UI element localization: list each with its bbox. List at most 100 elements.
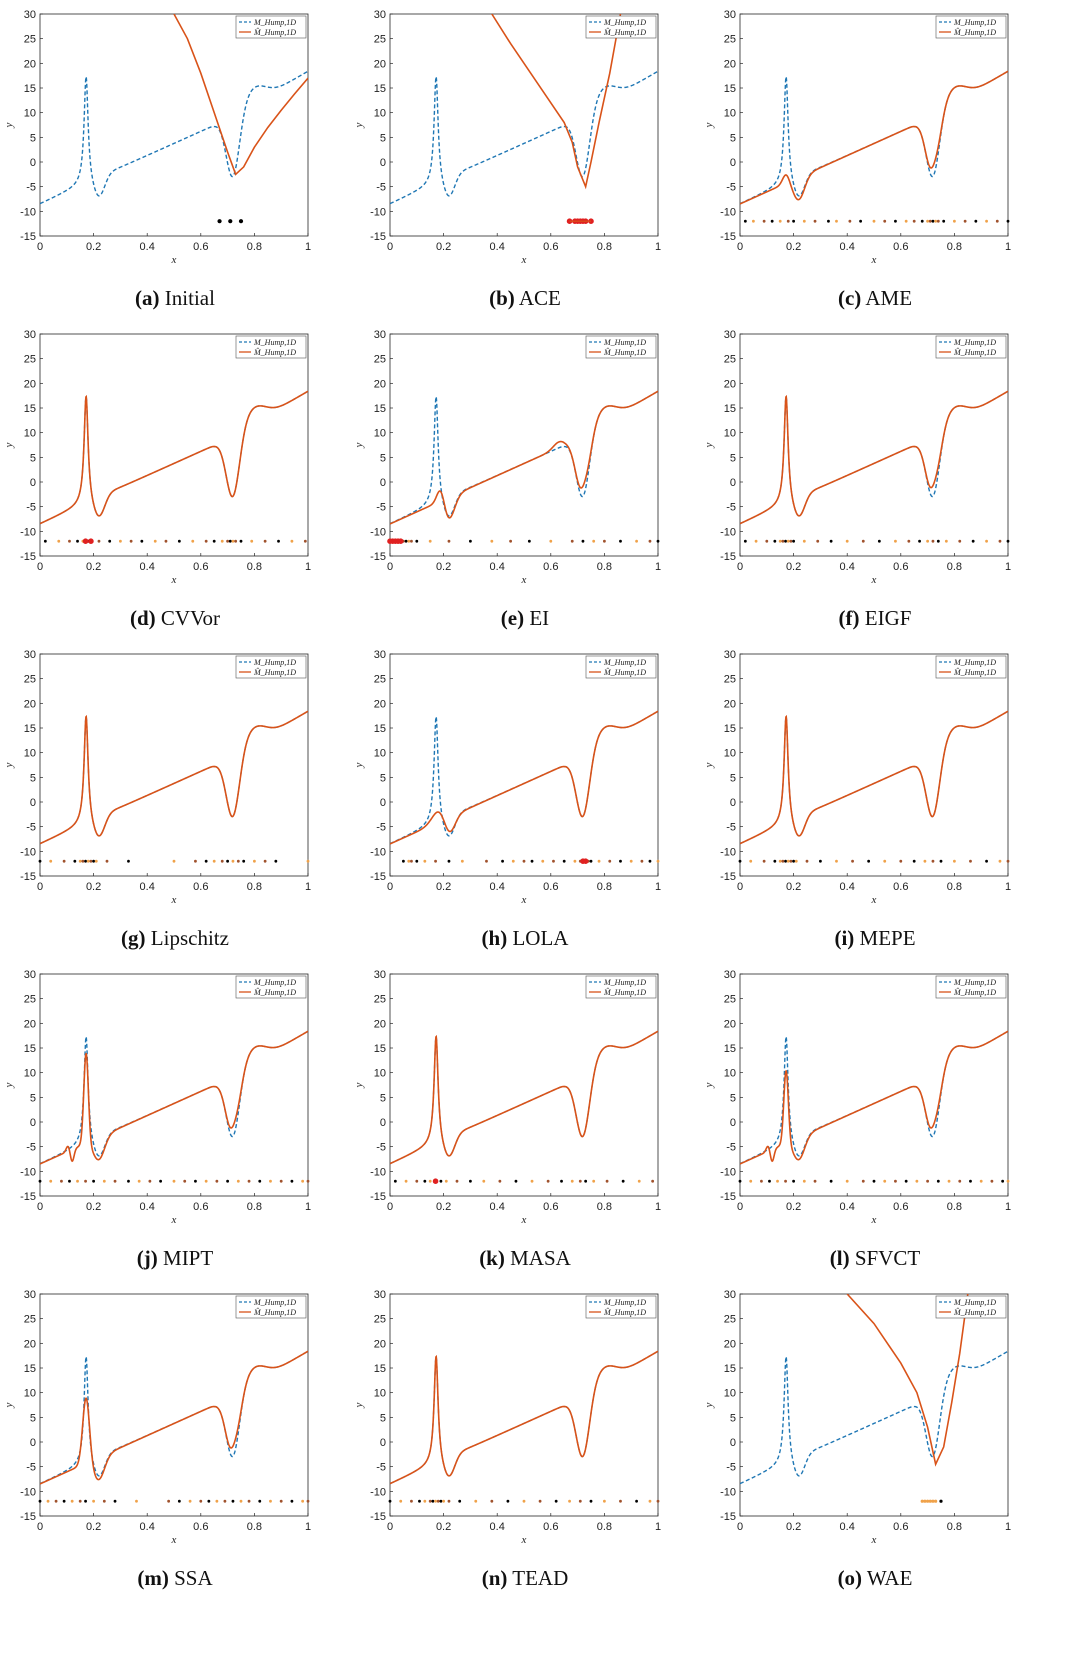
sample-point xyxy=(239,1499,243,1503)
true-model-line xyxy=(40,710,308,845)
caption-letter: (n) xyxy=(481,1566,508,1590)
sample-point xyxy=(786,859,790,863)
sample-point xyxy=(108,539,112,543)
subplot-caption: (m) SSA xyxy=(0,1566,350,1591)
y-tick-label: 25 xyxy=(24,34,36,46)
y-axis-label: y xyxy=(353,1402,365,1408)
sample-point xyxy=(167,1499,171,1503)
y-tick-label: 10 xyxy=(24,108,36,120)
y-tick-label: 25 xyxy=(24,354,36,366)
sample-point xyxy=(603,539,606,543)
sample-point xyxy=(562,859,566,863)
x-tick-label: 0 xyxy=(37,1521,43,1533)
y-tick-label: 30 xyxy=(724,649,736,661)
subplot-caption: (i) MEPE xyxy=(700,926,1050,951)
sample-point xyxy=(635,539,638,543)
y-tick-label: -5 xyxy=(26,1142,36,1154)
x-tick-label: 0.4 xyxy=(840,881,855,893)
y-tick-label: 15 xyxy=(24,83,36,95)
sample-point xyxy=(226,1179,230,1183)
x-axis-label: x xyxy=(871,1214,877,1226)
surrogate-line xyxy=(390,390,658,525)
sample-point xyxy=(773,859,777,863)
sample-point xyxy=(84,1179,87,1183)
y-axis-label: y xyxy=(703,1402,715,1408)
y-tick-label: 15 xyxy=(724,723,736,735)
x-tick-label: 0.2 xyxy=(786,1201,801,1213)
caption-title: EI xyxy=(524,606,550,630)
x-axis-label: x xyxy=(171,574,177,586)
legend-entry-true: M_Hump,1D xyxy=(253,978,296,987)
caption-letter: (b) xyxy=(489,286,515,310)
plot-svg: -15 -10 -5 0 5 10 15 20 25 30 0 0.2 0.4 0.6 0.8 1 x y M_Hu… xyxy=(703,329,1011,586)
sample-point xyxy=(444,1179,448,1183)
plot-svg: -15 -10 -5 0 5 10 15 20 25 30 0 0.2 0.4 0.6 0.8 1 x y M_Hu… xyxy=(353,649,661,906)
subplot-j: -15 -10 -5 0 5 10 15 20 25 30 0 0.2 0.4 0.6 0.8 1 x y M_Hu… xyxy=(0,969,350,1306)
y-tick-label: -10 xyxy=(720,846,736,858)
x-tick-label: 0.4 xyxy=(840,241,855,253)
sample-point xyxy=(490,539,494,543)
sample-point xyxy=(92,1499,95,1503)
y-tick-label: -10 xyxy=(370,206,386,218)
sample-point xyxy=(84,1499,87,1503)
sample-point xyxy=(605,1179,609,1183)
sample-point xyxy=(958,539,962,543)
sample-point xyxy=(220,539,224,543)
y-tick-label: 0 xyxy=(380,1437,386,1449)
sample-point xyxy=(749,1179,753,1183)
sample-point xyxy=(573,859,577,863)
caption-letter: (h) xyxy=(481,926,508,950)
caption-letter: (k) xyxy=(479,1246,505,1270)
subplot-caption: (b) ACE xyxy=(350,286,700,311)
x-tick-label: 1 xyxy=(655,241,661,253)
y-axis-label: y xyxy=(703,122,715,128)
sample-point xyxy=(990,1179,994,1183)
y-tick-label: -10 xyxy=(20,1166,36,1178)
axes-frame xyxy=(389,1293,659,1517)
legend-entry-true: M_Hump,1D xyxy=(953,1298,996,1307)
x-tick-label: 0.4 xyxy=(490,881,505,893)
subplot-n: -15 -10 -5 0 5 10 15 20 25 30 0 0.2 0.4 0.6 0.8 1 x y M_Hu… xyxy=(350,1289,700,1626)
x-tick-label: 0.2 xyxy=(86,1521,101,1533)
sample-point xyxy=(172,859,176,863)
y-tick-label: -5 xyxy=(26,1462,36,1474)
x-axis-label: x xyxy=(521,574,527,586)
x-tick-label: 0.8 xyxy=(947,881,962,893)
y-tick-label: -5 xyxy=(376,822,386,834)
axes-frame xyxy=(39,653,309,877)
sample-point xyxy=(778,859,782,863)
sample-point xyxy=(861,1179,865,1183)
y-tick-label: 25 xyxy=(374,994,386,1006)
caption-title: AME xyxy=(861,286,913,310)
sample-point xyxy=(269,1179,272,1183)
x-tick-label: 0.6 xyxy=(543,561,558,573)
sample-point xyxy=(159,1179,163,1183)
highlight-sample-point xyxy=(88,538,94,544)
y-tick-label: -10 xyxy=(720,1166,736,1178)
true-model-line xyxy=(390,70,658,205)
sample-point xyxy=(183,1179,187,1183)
y-tick-label: -10 xyxy=(370,526,386,538)
sample-point xyxy=(776,1179,779,1183)
highlight-sample-point xyxy=(397,538,404,544)
y-tick-label: 20 xyxy=(374,378,386,390)
x-tick-label: 0.6 xyxy=(893,1521,908,1533)
subplot-caption: (f) EIGF xyxy=(700,606,1050,631)
true-model-line xyxy=(740,1350,1008,1485)
sample-point xyxy=(527,539,531,543)
legend-entry-surrogate: M̂_Hump,1D xyxy=(603,347,646,357)
x-tick-label: 1 xyxy=(305,1201,311,1213)
y-tick-label: -15 xyxy=(370,1191,386,1203)
y-tick-label: -15 xyxy=(720,551,736,563)
sample-point xyxy=(97,539,101,543)
sample-point xyxy=(239,539,243,543)
sample-point xyxy=(226,859,230,863)
sample-point xyxy=(969,1179,972,1183)
legend-entry-surrogate: M̂_Hump,1D xyxy=(603,27,646,37)
sample-point xyxy=(301,1499,305,1503)
y-tick-label: -5 xyxy=(726,1142,736,1154)
x-axis-label: x xyxy=(521,254,527,266)
sample-point xyxy=(306,859,310,863)
y-tick-label: -5 xyxy=(376,1142,386,1154)
sample-point xyxy=(153,539,157,543)
